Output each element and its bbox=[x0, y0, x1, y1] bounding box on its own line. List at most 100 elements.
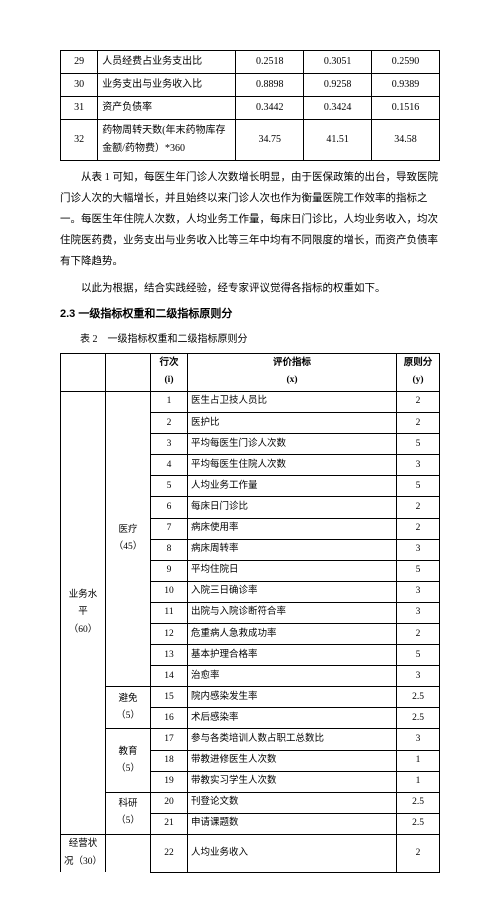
cell: 资产负债率 bbox=[98, 97, 236, 120]
row-num: 12 bbox=[151, 624, 188, 645]
indicator-label: 平均住院日 bbox=[188, 560, 397, 581]
indicator-label: 治愈率 bbox=[188, 666, 397, 687]
row-num: 6 bbox=[151, 497, 188, 518]
cell: 0.2518 bbox=[236, 51, 304, 74]
metrics-table-1: 29人员经费占业务支出比0.25180.30510.259030业务支出与业务收… bbox=[60, 50, 440, 161]
subgroup-cell: 科研（5） bbox=[106, 792, 151, 834]
cell: 0.1516 bbox=[372, 97, 440, 120]
row-num: 18 bbox=[151, 750, 188, 771]
group-cell: 经营状况（30） bbox=[61, 834, 106, 872]
indicator-label: 带教实习学生人次数 bbox=[188, 771, 397, 792]
row-num: 20 bbox=[151, 792, 188, 813]
t2-h1 bbox=[61, 353, 106, 391]
section-heading: 2.3 一级指标权重和二级指标原则分 bbox=[60, 305, 440, 325]
cell: 31 bbox=[61, 97, 98, 120]
row-num: 9 bbox=[151, 560, 188, 581]
cell: 32 bbox=[61, 120, 98, 161]
indicator-label: 申请课题数 bbox=[188, 813, 397, 834]
indicator-label: 刊登论文数 bbox=[188, 792, 397, 813]
score: 2.5 bbox=[397, 813, 440, 834]
score: 2 bbox=[397, 624, 440, 645]
cell: 0.9258 bbox=[304, 74, 372, 97]
paragraph-2: 以此为根据，结合实践经验，经专家评议觉得各指标的权重如下。 bbox=[60, 278, 440, 299]
cell: 0.3442 bbox=[236, 97, 304, 120]
indicator-label: 术后感染率 bbox=[188, 708, 397, 729]
cell: 30 bbox=[61, 74, 98, 97]
subgroup-cell: 医疗（45） bbox=[106, 391, 151, 686]
score: 2 bbox=[397, 391, 440, 412]
indicator-label: 每床日门诊比 bbox=[188, 497, 397, 518]
score: 5 bbox=[397, 434, 440, 455]
indicator-label: 人均业务收入 bbox=[188, 834, 397, 872]
indicator-label: 平均每医生住院人次数 bbox=[188, 455, 397, 476]
indicator-label: 危重病人急救成功率 bbox=[188, 624, 397, 645]
cell: 0.3051 bbox=[304, 51, 372, 74]
t2-h3: 行次(i) bbox=[151, 353, 188, 391]
table-row: 业务水平（60）医疗（45）1医生占卫技人员比2 bbox=[61, 391, 440, 412]
indicator-label: 带教进修医生人次数 bbox=[188, 750, 397, 771]
indicator-label: 人均业务工作量 bbox=[188, 476, 397, 497]
table-row: 经营状况（30）22人均业务收入2 bbox=[61, 834, 440, 872]
table2-caption: 表 2 一级指标权重和二级指标原则分 bbox=[60, 331, 440, 349]
table-row: 29人员经费占业务支出比0.25180.30510.2590 bbox=[61, 51, 440, 74]
score: 2 bbox=[397, 834, 440, 872]
row-num: 3 bbox=[151, 434, 188, 455]
score: 2.5 bbox=[397, 687, 440, 708]
score: 2.5 bbox=[397, 708, 440, 729]
score: 3 bbox=[397, 581, 440, 602]
score: 5 bbox=[397, 476, 440, 497]
row-num: 21 bbox=[151, 813, 188, 834]
indicator-label: 院内感染发生率 bbox=[188, 687, 397, 708]
row-num: 1 bbox=[151, 391, 188, 412]
row-num: 15 bbox=[151, 687, 188, 708]
row-num: 4 bbox=[151, 455, 188, 476]
score: 5 bbox=[397, 560, 440, 581]
row-num: 10 bbox=[151, 581, 188, 602]
cell: 0.8898 bbox=[236, 74, 304, 97]
table-row: 32药物周转天数(年末药物库存金额/药物费）*36034.7541.5134.5… bbox=[61, 120, 440, 161]
subgroup-cell bbox=[106, 834, 151, 872]
cell: 药物周转天数(年末药物库存金额/药物费）*360 bbox=[98, 120, 236, 161]
score: 3 bbox=[397, 455, 440, 476]
table-row: 30业务支出与业务收入比0.88980.92580.9389 bbox=[61, 74, 440, 97]
indicator-label: 平均每医生门诊人次数 bbox=[188, 434, 397, 455]
table-row: 科研（5）20刊登论文数2.5 bbox=[61, 792, 440, 813]
score: 1 bbox=[397, 750, 440, 771]
score: 2 bbox=[397, 518, 440, 539]
metrics-table-2: 行次(i) 评价指标(x) 原则分(y) 业务水平（60）医疗（45）1医生占卫… bbox=[60, 353, 440, 873]
subgroup-cell: 教育（5） bbox=[106, 729, 151, 792]
score: 3 bbox=[397, 729, 440, 750]
cell: 0.2590 bbox=[372, 51, 440, 74]
score: 1 bbox=[397, 771, 440, 792]
table-row: 31资产负债率0.34420.34240.1516 bbox=[61, 97, 440, 120]
paragraph-1: 从表 1 可知，每医生年门诊人次数增长明显，由于医保政策的出台，导致医院门诊人次… bbox=[60, 167, 440, 272]
score: 3 bbox=[397, 539, 440, 560]
score: 2 bbox=[397, 413, 440, 434]
row-num: 8 bbox=[151, 539, 188, 560]
t2-h4: 评价指标(x) bbox=[188, 353, 397, 391]
indicator-label: 出院与入院诊断符合率 bbox=[188, 602, 397, 623]
cell: 34.58 bbox=[372, 120, 440, 161]
score: 2 bbox=[397, 497, 440, 518]
indicator-label: 病床使用率 bbox=[188, 518, 397, 539]
cell: 34.75 bbox=[236, 120, 304, 161]
row-num: 16 bbox=[151, 708, 188, 729]
row-num: 14 bbox=[151, 666, 188, 687]
row-num: 19 bbox=[151, 771, 188, 792]
indicator-label: 医生占卫技人员比 bbox=[188, 391, 397, 412]
row-num: 2 bbox=[151, 413, 188, 434]
score: 5 bbox=[397, 645, 440, 666]
row-num: 13 bbox=[151, 645, 188, 666]
indicator-label: 基本护理合格率 bbox=[188, 645, 397, 666]
indicator-label: 参与各类培训人数占职工总数比 bbox=[188, 729, 397, 750]
indicator-label: 入院三日确诊率 bbox=[188, 581, 397, 602]
table-row: 避免（5）15院内感染发生率2.5 bbox=[61, 687, 440, 708]
t2-h2 bbox=[106, 353, 151, 391]
table-row: 教育（5）17参与各类培训人数占职工总数比3 bbox=[61, 729, 440, 750]
group-cell: 业务水平（60） bbox=[61, 391, 106, 834]
cell: 41.51 bbox=[304, 120, 372, 161]
score: 3 bbox=[397, 602, 440, 623]
cell: 0.9389 bbox=[372, 74, 440, 97]
t2-h5: 原则分(y) bbox=[397, 353, 440, 391]
row-num: 7 bbox=[151, 518, 188, 539]
